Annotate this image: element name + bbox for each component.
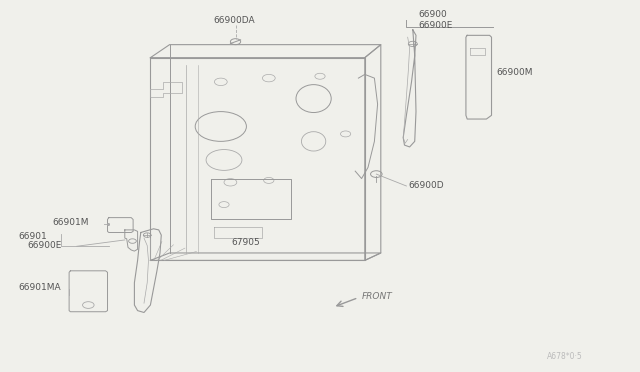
Text: 66901M: 66901M xyxy=(52,218,89,227)
Text: 66901MA: 66901MA xyxy=(18,283,61,292)
Text: 66900M: 66900M xyxy=(496,68,532,77)
Text: 66901: 66901 xyxy=(18,232,47,241)
Text: 67905: 67905 xyxy=(232,238,260,247)
Text: FRONT: FRONT xyxy=(362,292,392,301)
Text: 66900: 66900 xyxy=(418,10,447,19)
Text: 66900DA: 66900DA xyxy=(213,16,255,25)
Text: 66900E: 66900E xyxy=(418,21,452,30)
Text: 66900E: 66900E xyxy=(27,241,61,250)
Text: A678*0·5: A678*0·5 xyxy=(547,352,583,361)
Text: 66900D: 66900D xyxy=(408,181,444,190)
